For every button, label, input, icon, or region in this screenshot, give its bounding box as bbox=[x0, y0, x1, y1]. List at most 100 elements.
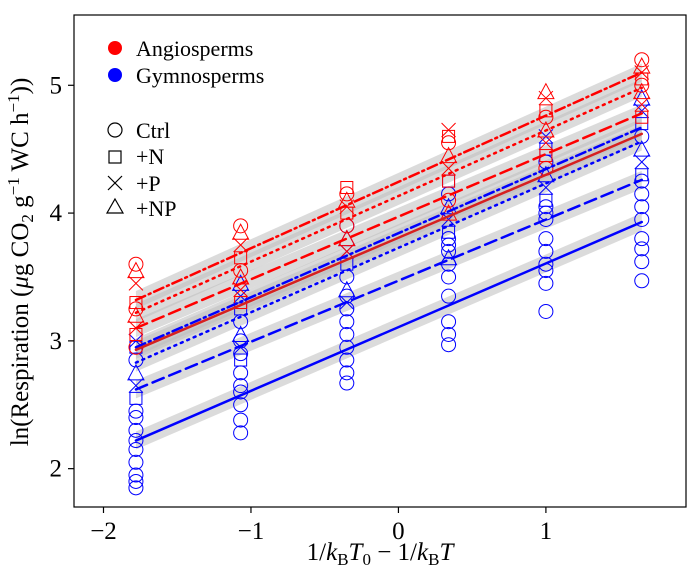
data-point-square bbox=[129, 296, 143, 310]
data-point-circle bbox=[128, 433, 144, 449]
legend-np-marker bbox=[105, 197, 125, 214]
data-point-circle bbox=[128, 441, 144, 457]
data-point-triangle bbox=[337, 229, 356, 247]
legend-np-label: +NP bbox=[136, 196, 177, 221]
confidence-band bbox=[135, 63, 642, 309]
data-point-circle bbox=[128, 422, 144, 438]
data-point-circle bbox=[128, 256, 144, 272]
legend: Angiosperms Gymnosperms Ctrl +N +P +NP bbox=[105, 36, 264, 221]
data-point-circle bbox=[634, 173, 650, 189]
data-point-circle bbox=[128, 480, 144, 496]
data-point-circle bbox=[538, 199, 554, 215]
data-point-circle bbox=[441, 288, 457, 304]
data-point-circle bbox=[441, 337, 457, 353]
data-point-square bbox=[539, 193, 553, 207]
x-tick-label: 0 bbox=[392, 518, 405, 545]
data-point-circle bbox=[634, 231, 650, 247]
data-point-square bbox=[442, 225, 456, 239]
fit-line bbox=[134, 178, 644, 391]
data-point-circle bbox=[441, 314, 457, 330]
data-point-square bbox=[234, 353, 248, 367]
data-point-triangle bbox=[537, 120, 555, 138]
fit-line bbox=[134, 71, 644, 302]
data-point-square bbox=[129, 391, 143, 405]
legend-n-marker bbox=[108, 150, 122, 164]
data-point-circle bbox=[538, 109, 554, 125]
data-point-triangle bbox=[337, 280, 356, 298]
data-point-circle bbox=[339, 314, 355, 330]
data-point-circle bbox=[634, 254, 650, 270]
data-point-circle bbox=[339, 365, 355, 381]
legend-gymnosperms-label: Gymnosperms bbox=[136, 63, 264, 88]
data-point-circle bbox=[538, 231, 554, 247]
legend-gymnosperms-marker bbox=[108, 68, 122, 82]
y-tick-label: 4 bbox=[50, 200, 63, 227]
data-point-triangle bbox=[127, 363, 145, 381]
y-tick-label: 3 bbox=[50, 328, 63, 355]
data-point-circle bbox=[128, 467, 144, 483]
x-axis-label: 1/kBT0 − 1/kBT bbox=[307, 539, 456, 569]
data-point-square bbox=[442, 174, 456, 188]
data-point-circle bbox=[233, 378, 249, 394]
data-point-triangle bbox=[231, 325, 250, 342]
fit-line bbox=[134, 220, 644, 442]
legend-p-label: +P bbox=[136, 171, 161, 196]
data-point-circle bbox=[441, 192, 457, 208]
fit-line bbox=[134, 112, 644, 330]
data-point-circle bbox=[339, 186, 355, 202]
data-point-circle bbox=[441, 256, 457, 272]
x-tick-label: 1 bbox=[540, 518, 553, 545]
data-point-x bbox=[634, 97, 650, 112]
data-point-circle bbox=[634, 186, 650, 202]
data-point-circle bbox=[128, 473, 144, 489]
axes: −2 −1 0 1 2 3 4 5 bbox=[50, 72, 553, 545]
data-point-circle bbox=[441, 231, 457, 247]
data-point-circle bbox=[339, 352, 355, 368]
x-tick-label: −2 bbox=[90, 518, 117, 545]
y-axis-label: ln(Respiration (μg CO2 g−1 WC h−1)) bbox=[4, 78, 37, 447]
data-point-triangle bbox=[439, 146, 458, 164]
data-point-circle bbox=[538, 275, 554, 291]
x-tick-label: −1 bbox=[238, 518, 265, 545]
data-point-circle bbox=[634, 52, 650, 68]
data-point-circle bbox=[339, 326, 355, 342]
data-point-circle bbox=[538, 303, 554, 319]
data-point-circle bbox=[634, 199, 650, 215]
data-point-circle bbox=[441, 326, 457, 342]
data-point-x bbox=[538, 180, 554, 195]
fit-line bbox=[134, 132, 644, 352]
data-point-circle bbox=[634, 211, 650, 227]
data-point-x bbox=[441, 160, 456, 176]
data-point-circle bbox=[441, 135, 457, 151]
fit-line bbox=[134, 126, 644, 349]
data-point-circle bbox=[233, 425, 249, 441]
data-point-x bbox=[441, 122, 456, 138]
data-point-circle bbox=[128, 454, 144, 470]
data-point-circle bbox=[441, 243, 457, 259]
data-point-circle bbox=[233, 412, 249, 428]
data-point-circle bbox=[634, 241, 650, 257]
data-point-circle bbox=[441, 269, 457, 285]
data-point-x bbox=[538, 135, 554, 151]
data-point-square bbox=[340, 181, 354, 195]
y-tick-label: 5 bbox=[50, 72, 63, 99]
data-point-x bbox=[128, 378, 144, 393]
data-point-x bbox=[634, 154, 650, 170]
data-point-x bbox=[339, 244, 355, 259]
legend-n-label: +N bbox=[136, 144, 164, 169]
confidence-band bbox=[135, 78, 642, 322]
fit-lines bbox=[134, 71, 644, 442]
data-point-circle bbox=[128, 410, 144, 426]
data-point-circle bbox=[233, 397, 249, 413]
legend-p-marker bbox=[107, 175, 123, 191]
data-point-circle bbox=[339, 375, 355, 391]
legend-angiosperms-label: Angiosperms bbox=[136, 36, 253, 61]
data-point-circle bbox=[538, 211, 554, 227]
y-tick-label: 2 bbox=[50, 456, 63, 483]
fit-line bbox=[134, 86, 644, 315]
data-point-triangle bbox=[537, 82, 555, 100]
legend-ctrl-label: Ctrl bbox=[136, 118, 170, 143]
legend-angiosperms-marker bbox=[108, 41, 122, 55]
data-point-circle bbox=[233, 218, 249, 234]
